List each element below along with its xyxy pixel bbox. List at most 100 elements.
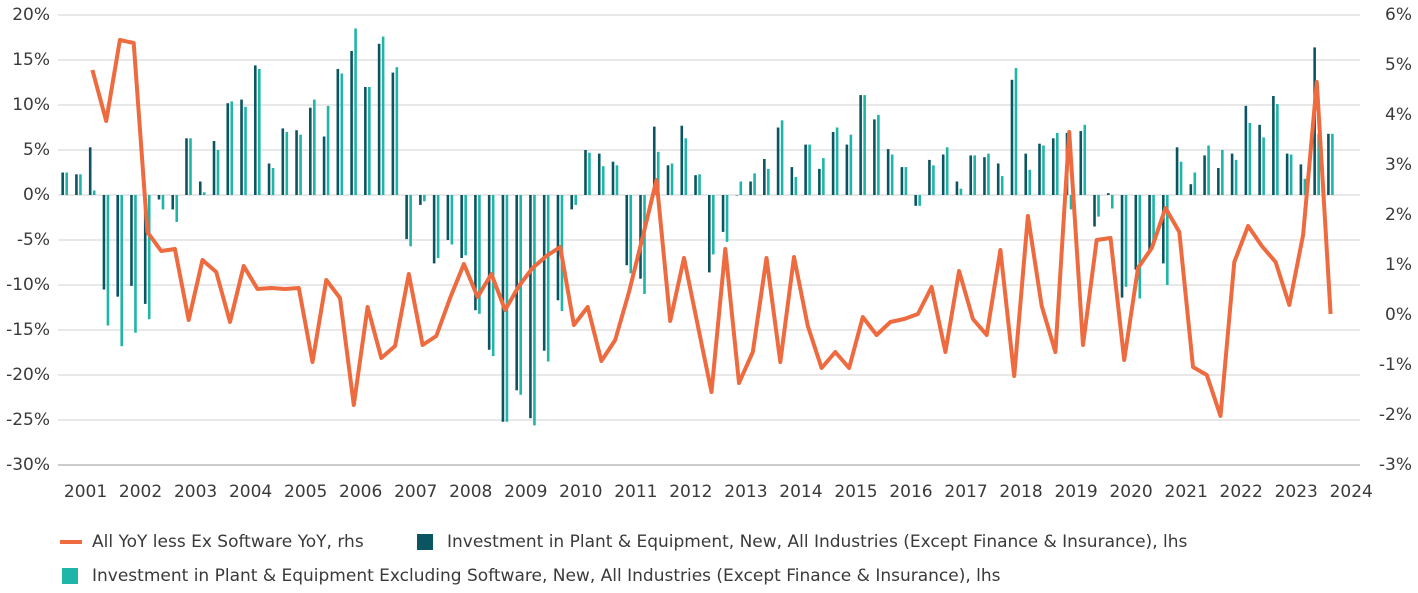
bar (92, 190, 96, 195)
bar (666, 165, 670, 195)
bar (763, 159, 766, 195)
bar (212, 141, 216, 195)
bar (753, 173, 756, 195)
bar (340, 73, 344, 195)
bar (708, 195, 711, 273)
bar (267, 163, 271, 195)
bar (546, 195, 550, 362)
bar (405, 195, 408, 240)
bar (1203, 155, 1206, 195)
bar (61, 172, 64, 195)
bar (918, 195, 921, 206)
bar (1166, 195, 1169, 285)
bar (143, 195, 147, 304)
bar (230, 101, 234, 195)
bar (1038, 143, 1041, 195)
bar (1042, 145, 1045, 195)
x-tick-label: 2004 (229, 482, 272, 502)
bar (1272, 96, 1275, 195)
bar (79, 174, 82, 195)
bar (1014, 68, 1018, 195)
x-tick-label: 2024 (1330, 482, 1373, 502)
bar (529, 195, 532, 419)
bar (914, 195, 917, 206)
bar (1093, 195, 1096, 227)
bar (285, 132, 289, 195)
x-tick-label: 2020 (1109, 482, 1152, 502)
bar (1028, 169, 1032, 195)
bar (639, 195, 642, 279)
y2-tick-label: 3% (1385, 155, 1412, 175)
bar (189, 138, 192, 195)
bar (409, 195, 412, 247)
bar (969, 155, 972, 195)
bar (1110, 195, 1114, 209)
bar (945, 147, 949, 195)
y-tick-label: -10% (6, 275, 50, 295)
bar (941, 154, 945, 195)
bar (326, 105, 330, 195)
bar (395, 67, 399, 195)
bar (652, 126, 656, 195)
bar (116, 195, 120, 297)
bar (712, 195, 715, 255)
legend-label: All YoY less Ex Software YoY, rhs (92, 532, 364, 552)
bar (877, 114, 880, 195)
bar (519, 195, 522, 395)
bar (1303, 178, 1307, 195)
bar (1175, 147, 1179, 195)
bar (75, 174, 78, 195)
bar (313, 99, 316, 195)
bar (423, 195, 426, 202)
bar (419, 195, 422, 205)
y-tick-label: 15% (12, 50, 50, 70)
bar (1331, 133, 1334, 195)
bar (794, 177, 798, 195)
bar (1024, 153, 1028, 195)
bar (88, 147, 92, 195)
y-tick-label: -15% (6, 320, 50, 340)
bar (890, 154, 894, 195)
x-tick-label: 2013 (724, 482, 767, 502)
bar (1234, 159, 1238, 195)
x-tick-label: 2014 (779, 482, 822, 502)
bar (1069, 195, 1073, 210)
bar (1134, 195, 1138, 270)
x-tick-label: 2009 (504, 482, 547, 502)
bar (1051, 138, 1055, 195)
bar (808, 144, 811, 195)
legend-swatch (62, 568, 78, 584)
bar (684, 138, 688, 195)
bar (959, 188, 963, 195)
bar (381, 36, 385, 195)
bar (106, 195, 110, 326)
y2-tick-label: 1% (1385, 255, 1412, 275)
bar (391, 72, 395, 195)
x-tick-label: 2017 (944, 482, 987, 502)
bar (831, 132, 835, 195)
x-tick-label: 2006 (339, 482, 382, 502)
bar (818, 168, 821, 195)
bar (629, 195, 633, 274)
bar (694, 175, 697, 195)
x-tick-label: 2023 (1275, 482, 1318, 502)
bar (776, 127, 780, 195)
bar (171, 195, 175, 210)
bar (432, 195, 436, 264)
bar (322, 136, 326, 195)
bar (1106, 193, 1110, 195)
bar (226, 103, 230, 195)
bar (1083, 124, 1087, 195)
bar (295, 130, 298, 195)
bar (656, 151, 660, 195)
x-tick-label: 2016 (889, 482, 932, 502)
bar (780, 120, 784, 195)
bar (1179, 161, 1183, 195)
bar (202, 192, 206, 195)
bar (1120, 195, 1124, 298)
bar (1258, 124, 1261, 195)
bar (364, 87, 367, 195)
y2-tick-label: 2% (1385, 205, 1412, 225)
bar (240, 99, 243, 195)
legend-swatch (417, 534, 433, 550)
